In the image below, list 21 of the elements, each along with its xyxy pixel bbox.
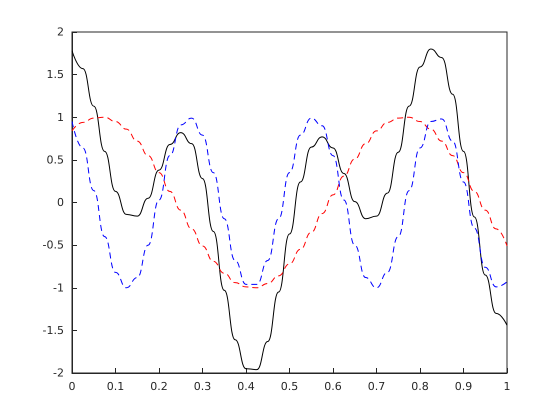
x-tick-label: 0.3 <box>194 380 212 393</box>
x-tick-label: 0.2 <box>150 380 168 393</box>
y-tick-label: -2 <box>53 366 64 380</box>
x-tick-label: 0.9 <box>454 380 472 393</box>
x-tick-label: 0.8 <box>411 380 429 393</box>
y-tick-label: 0 <box>57 196 64 209</box>
y-tick-label: -1.5 <box>42 324 64 337</box>
y-tick-label: 1.5 <box>46 68 64 82</box>
y-tick-label: 0.5 <box>46 153 64 166</box>
line-series <box>72 48 508 370</box>
x-tick-label: 0.5 <box>280 380 298 393</box>
x-tick-label: 0.7 <box>368 380 386 393</box>
x-tick-label: 0.6 <box>324 380 342 393</box>
x-tick-label: 0.4 <box>237 380 255 393</box>
x-tick-label: 1 <box>504 380 510 393</box>
y-tick-label: -0.5 <box>42 238 64 252</box>
x-tick-label: 0 <box>68 380 76 393</box>
y-tick-label: -1 <box>53 281 64 294</box>
y-tick-label: 1 <box>57 110 64 124</box>
y-tick-label: 2 <box>57 26 64 38</box>
x-tick-label: 0.1 <box>106 380 124 393</box>
